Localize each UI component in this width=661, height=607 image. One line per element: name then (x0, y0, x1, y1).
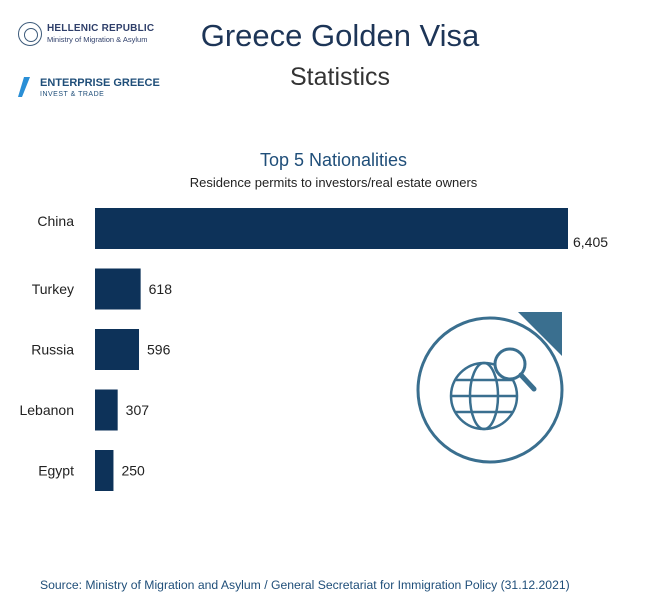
bar-chart: China 6,405 Turkey 618 Russia 596 Lebanon 307 Eg… (19, 208, 608, 491)
bar-egypt (95, 450, 114, 491)
value-label: 596 (147, 342, 171, 358)
category-label: Russia (31, 342, 74, 358)
page-subtitle: Statistics (289, 63, 391, 91)
page-title: Greece Golden Visa (200, 18, 480, 53)
bar-russia (95, 329, 140, 370)
category-label: Turkey (32, 281, 74, 297)
enterprise-logo-line2: INVEST & TRADE (40, 91, 105, 98)
enterprise-mark-icon (18, 77, 30, 97)
category-label: China (37, 213, 74, 229)
value-label: 6,405 (573, 234, 608, 250)
category-label: Egypt (38, 463, 74, 479)
enterprise-greece-logo: ENTERPRISE GREECE INVEST & TRADE (18, 75, 168, 101)
globe-search-icon (416, 312, 564, 464)
bar-china (95, 208, 568, 249)
hellenic-republic-logo: HELLENIC REPUBLIC Ministry of Migration … (18, 22, 168, 48)
hellenic-logo-line2: Ministry of Migration & Asylum (47, 35, 148, 44)
value-label: 618 (149, 281, 173, 297)
seal-icon (18, 22, 42, 46)
hellenic-logo-line1: HELLENIC REPUBLIC (47, 23, 155, 34)
source-note: Source: Ministry of Migration and Asylum… (40, 578, 570, 592)
category-label: Lebanon (19, 402, 74, 418)
bar-turkey (95, 268, 141, 310)
enterprise-logo-line1: ENTERPRISE GREECE (40, 77, 160, 89)
value-label: 250 (121, 463, 145, 479)
chart-title: Top 5 Nationalities (259, 150, 408, 170)
bar-lebanon (95, 389, 118, 431)
chart-subtitle: Residence permits to investors/real esta… (189, 175, 478, 190)
value-label: 307 (126, 402, 150, 418)
